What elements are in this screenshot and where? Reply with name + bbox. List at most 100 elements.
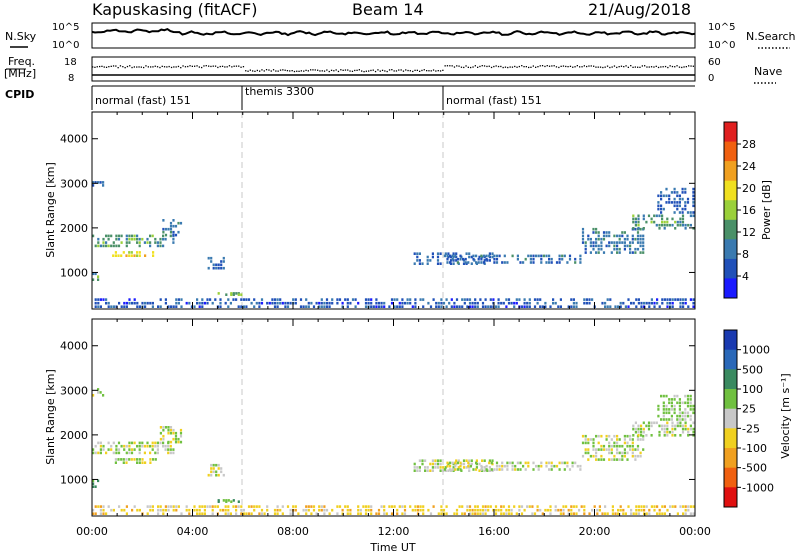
data-cell (266, 508, 269, 512)
data-cell (684, 207, 687, 211)
data-cell (692, 201, 695, 204)
data-cell (686, 404, 690, 408)
freq-panel: Freq. [MHz] 18 8 60 0 Nave (4, 55, 782, 84)
data-cell (492, 298, 495, 301)
data-cell (636, 438, 640, 441)
data-cell (629, 251, 632, 254)
data-cell (634, 458, 637, 461)
nave-point (472, 66, 474, 68)
data-cell (112, 244, 115, 248)
nave-point (99, 65, 101, 68)
data-cell (673, 201, 676, 204)
data-cell (144, 254, 147, 257)
data-cell (210, 473, 213, 477)
data-cell (518, 505, 521, 508)
data-cell (136, 305, 139, 308)
data-cell (648, 508, 651, 512)
data-cell (636, 444, 640, 448)
data-cell (528, 298, 531, 301)
data-cell (627, 505, 630, 508)
data-cell (346, 505, 349, 508)
data-cell (341, 301, 344, 305)
colorbar-tick-label: 1000 (742, 344, 770, 357)
data-cell (493, 257, 496, 261)
data-cell (592, 241, 595, 244)
data-cell (527, 254, 530, 258)
nave-point (166, 66, 168, 68)
data-cell (297, 512, 300, 515)
data-cell (631, 448, 634, 451)
data-cell (344, 505, 347, 508)
data-cell (97, 391, 100, 394)
data-cell (687, 508, 690, 512)
nave-point (581, 66, 583, 68)
data-cell (449, 261, 452, 264)
data-cell (665, 201, 668, 204)
data-cell (671, 217, 674, 221)
data-cell (454, 254, 457, 258)
data-cell (354, 305, 357, 308)
data-cell (115, 448, 118, 451)
data-cell (94, 298, 97, 301)
data-cell (501, 464, 504, 468)
data-cell (198, 305, 201, 308)
nave-point (395, 70, 398, 72)
data-cell (678, 211, 681, 214)
data-cell (323, 305, 326, 308)
data-cell (429, 469, 432, 472)
nave-point (671, 65, 674, 68)
data-cell (623, 237, 626, 241)
data-cell (310, 301, 313, 305)
data-cell (217, 500, 220, 503)
power-data (92, 181, 695, 308)
data-cell (331, 298, 334, 301)
data-cell (475, 466, 478, 469)
data-cell (219, 298, 222, 301)
data-cell (146, 301, 149, 305)
nave-point (270, 70, 272, 72)
nave-point (224, 66, 226, 68)
data-cell (217, 467, 220, 470)
data-cell (472, 257, 475, 261)
data-cell (198, 301, 201, 305)
data-cell (508, 461, 512, 465)
data-cell (465, 459, 468, 462)
data-cell (689, 223, 692, 227)
data-cell (442, 508, 446, 512)
data-cell (689, 211, 692, 214)
nave-point (558, 66, 560, 69)
data-cell (665, 394, 668, 398)
data-cell (240, 305, 243, 308)
data-cell (453, 305, 456, 308)
data-cell (232, 499, 235, 502)
data-cell (580, 505, 583, 508)
data-cell (357, 512, 360, 515)
data-cell (597, 247, 600, 251)
data-cell (639, 237, 642, 241)
nave-point (205, 65, 207, 67)
data-cell (318, 505, 321, 508)
nave-point (110, 65, 112, 67)
data-cell (94, 485, 97, 488)
data-cell (128, 298, 131, 301)
nave-point (655, 65, 657, 67)
data-cell (605, 231, 608, 234)
data-cell (196, 508, 199, 512)
data-cell (341, 512, 344, 515)
data-cell (506, 464, 509, 468)
data-cell (255, 301, 258, 305)
data-cell (623, 241, 626, 244)
y-tick-label: 3000 (60, 384, 88, 397)
data-cell (595, 454, 598, 458)
data-cell (331, 508, 334, 512)
data-cell (613, 241, 616, 244)
data-cell (632, 427, 635, 431)
data-cell (587, 451, 590, 455)
data-cell (235, 508, 238, 512)
data-cell (631, 441, 634, 445)
data-cell (273, 508, 277, 512)
data-cell (640, 427, 643, 431)
data-cell (380, 305, 383, 308)
data-cell (320, 505, 323, 508)
